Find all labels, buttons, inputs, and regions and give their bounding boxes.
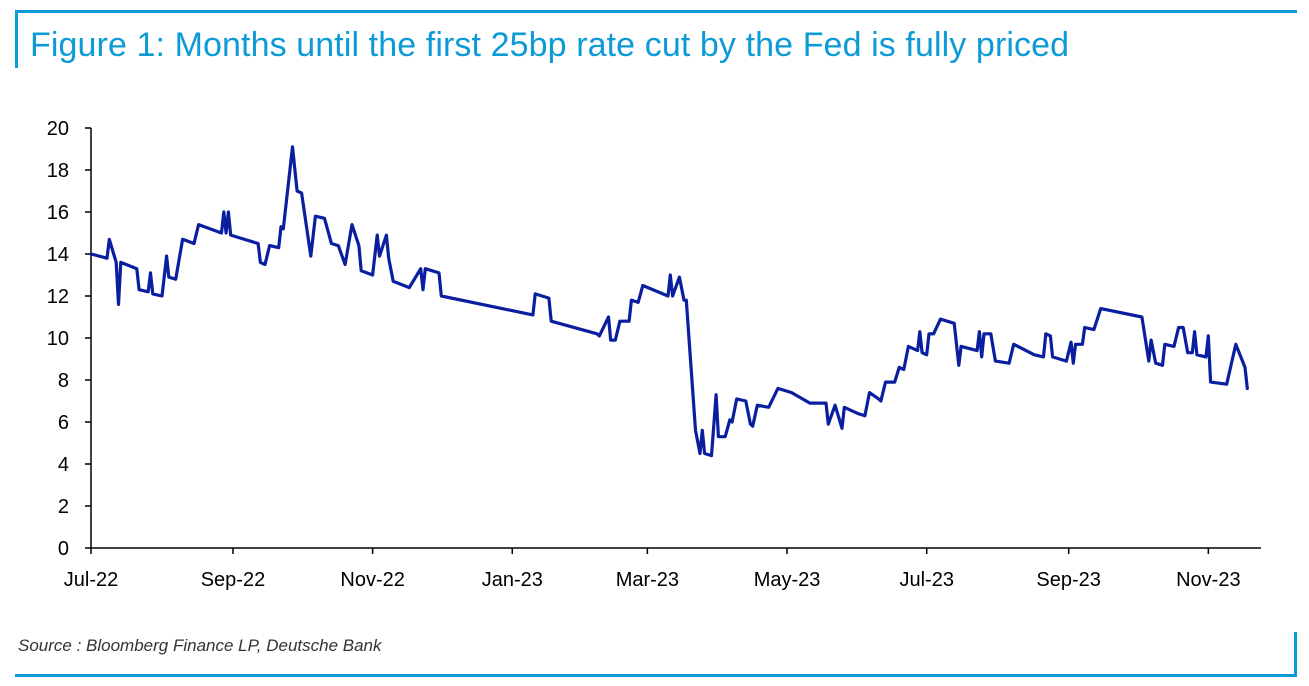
x-tick-label: May-23	[754, 569, 821, 590]
x-axis: Jul-22 Sep-22 Nov-22 Jan-23 Mar-23 May-23 Jul-…	[64, 547, 1261, 590]
y-tick-label: 0	[58, 538, 69, 560]
y-tick-label: 4	[58, 454, 69, 476]
line-chart: 0 2 4 6 8 10 12 14 16 18 20 Jul-22 Sep-22 Nov-22 Jan-…	[47, 118, 1261, 590]
footer-right-rule	[1294, 632, 1297, 677]
x-tick-label: Jul-22	[64, 569, 118, 590]
y-tick-label: 8	[58, 370, 69, 392]
y-tick-label: 12	[47, 286, 69, 308]
y-tick-label: 6	[58, 412, 69, 434]
title-top-rule	[15, 10, 1297, 13]
y-tick-label: 10	[47, 328, 69, 350]
x-tick-label: Nov-23	[1176, 569, 1240, 590]
figure-title: Figure 1: Months until the first 25bp ra…	[30, 26, 1070, 64]
source-note: Source : Bloomberg Finance LP, Deutsche …	[18, 636, 382, 655]
title-left-rule	[15, 10, 18, 68]
y-tick-label: 14	[47, 244, 69, 266]
x-tick-label: Jul-23	[899, 569, 953, 590]
y-tick-label: 2	[58, 496, 69, 518]
series-group	[89, 145, 1249, 458]
x-tick-label: Sep-22	[201, 569, 266, 590]
x-tick-label: Nov-22	[340, 569, 404, 590]
x-tick-label: Sep-23	[1036, 569, 1101, 590]
y-tick-label: 16	[47, 202, 69, 224]
y-axis: 0 2 4 6 8 10 12 14 16 18 20	[47, 118, 92, 560]
y-tick-label: 20	[47, 118, 69, 140]
x-tick-label: Jan-23	[482, 569, 543, 590]
x-tick-label: Mar-23	[616, 569, 679, 590]
series-line-0	[89, 145, 1249, 458]
y-tick-label: 18	[47, 160, 69, 182]
footer-bottom-rule	[15, 674, 1297, 677]
